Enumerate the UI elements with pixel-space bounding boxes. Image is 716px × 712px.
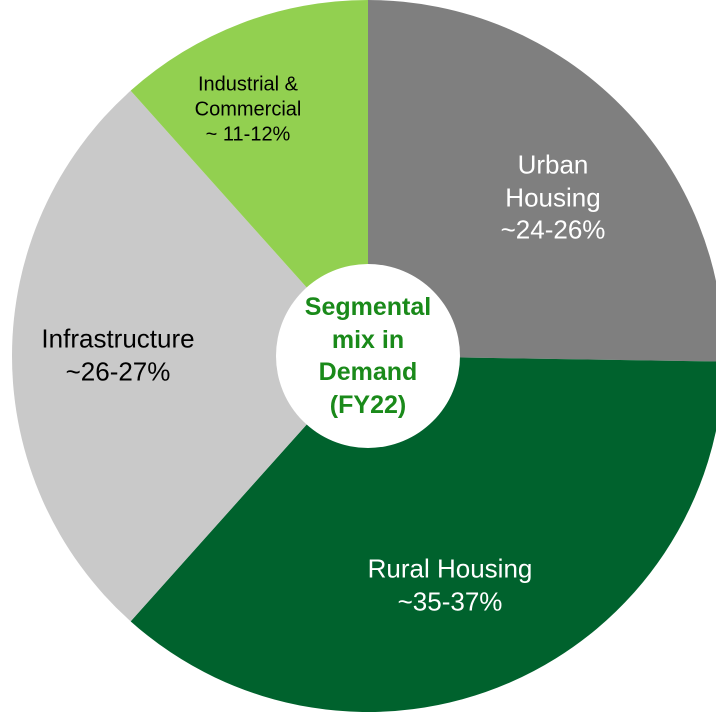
donut-hole: [276, 264, 460, 448]
slice-label: Industrial & Commercial ~ 11-12%: [195, 73, 302, 148]
slice-label: Rural Housing ~35-37%: [368, 553, 533, 618]
slice-label: Urban Housing ~24-26%: [501, 148, 606, 246]
value-label: ~35-37%: [397, 586, 503, 616]
slice: [130, 356, 716, 712]
category-label: Industrial & Commercial: [194, 73, 302, 121]
slice: [130, 0, 368, 356]
center-text: Segmental mix in Demand (FY22): [304, 293, 432, 419]
value-label: ~ 11-12%: [205, 123, 291, 146]
slice: [368, 0, 716, 362]
slice: [11, 90, 368, 622]
category-label: Infrastructure: [41, 323, 195, 354]
value-label: ~26-27%: [65, 356, 171, 386]
category-label: Urban Housing: [505, 149, 601, 212]
category-label: Rural Housing: [367, 553, 533, 584]
value-label: ~24-26%: [500, 214, 606, 245]
slice-label: Infrastructure ~26-27%: [41, 323, 194, 388]
